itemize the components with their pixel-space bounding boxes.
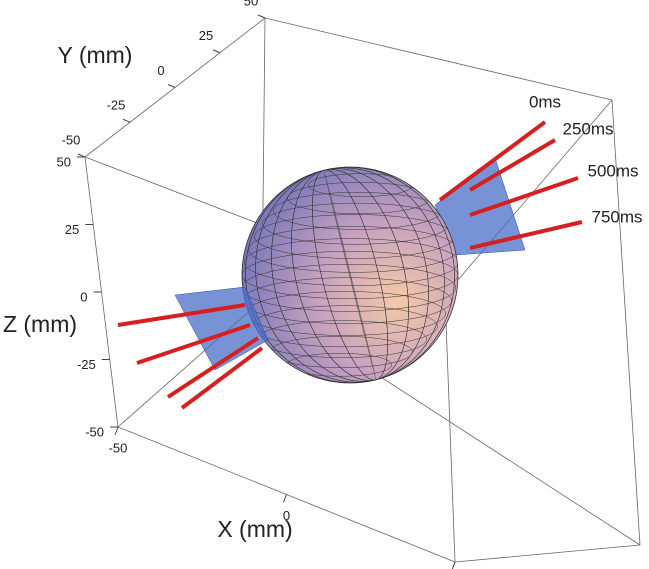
z-axis-label: Z (mm) [3,311,77,337]
x-tick [114,426,119,436]
y-axis-label: Y (mm) [58,42,133,68]
time-label: 750ms [591,207,642,226]
x-axis-label: X (mm) [217,516,292,542]
z-tick-label: 50 [57,154,71,169]
time-label: 250ms [562,119,613,138]
y-tick-label: 25 [199,28,213,43]
time-label: 0ms [529,92,561,111]
box-edge [444,294,456,563]
sphere-grid [244,238,458,286]
y-tick [122,118,131,123]
box-edge [264,17,613,101]
time-label: 500ms [587,161,638,180]
x-tick [283,494,287,503]
y-tick-label: 50 [244,0,258,8]
sphere-grid [242,250,458,300]
box-edge [454,544,641,563]
fan-left [117,286,269,410]
z-tick-label: -25 [77,357,96,372]
y-tick [212,49,221,54]
y-tick-label: -50 [62,132,81,147]
y-tick-label: -25 [107,98,126,113]
y-tick [257,14,266,19]
box-edge [611,99,641,546]
sphere [241,166,459,384]
y-tick-label: 0 [157,63,164,78]
z-tick-label: -50 [85,424,104,439]
fan-right [434,120,583,256]
z-tick-label: 0 [80,289,87,304]
x-tick-label: 0 [283,508,290,523]
y-tick [167,84,176,88]
z-tick-label: 25 [65,222,79,237]
box-edge [444,99,613,296]
x-tick [451,561,456,569]
x-tick-label: -50 [109,440,128,455]
sphere-grid [242,264,456,312]
